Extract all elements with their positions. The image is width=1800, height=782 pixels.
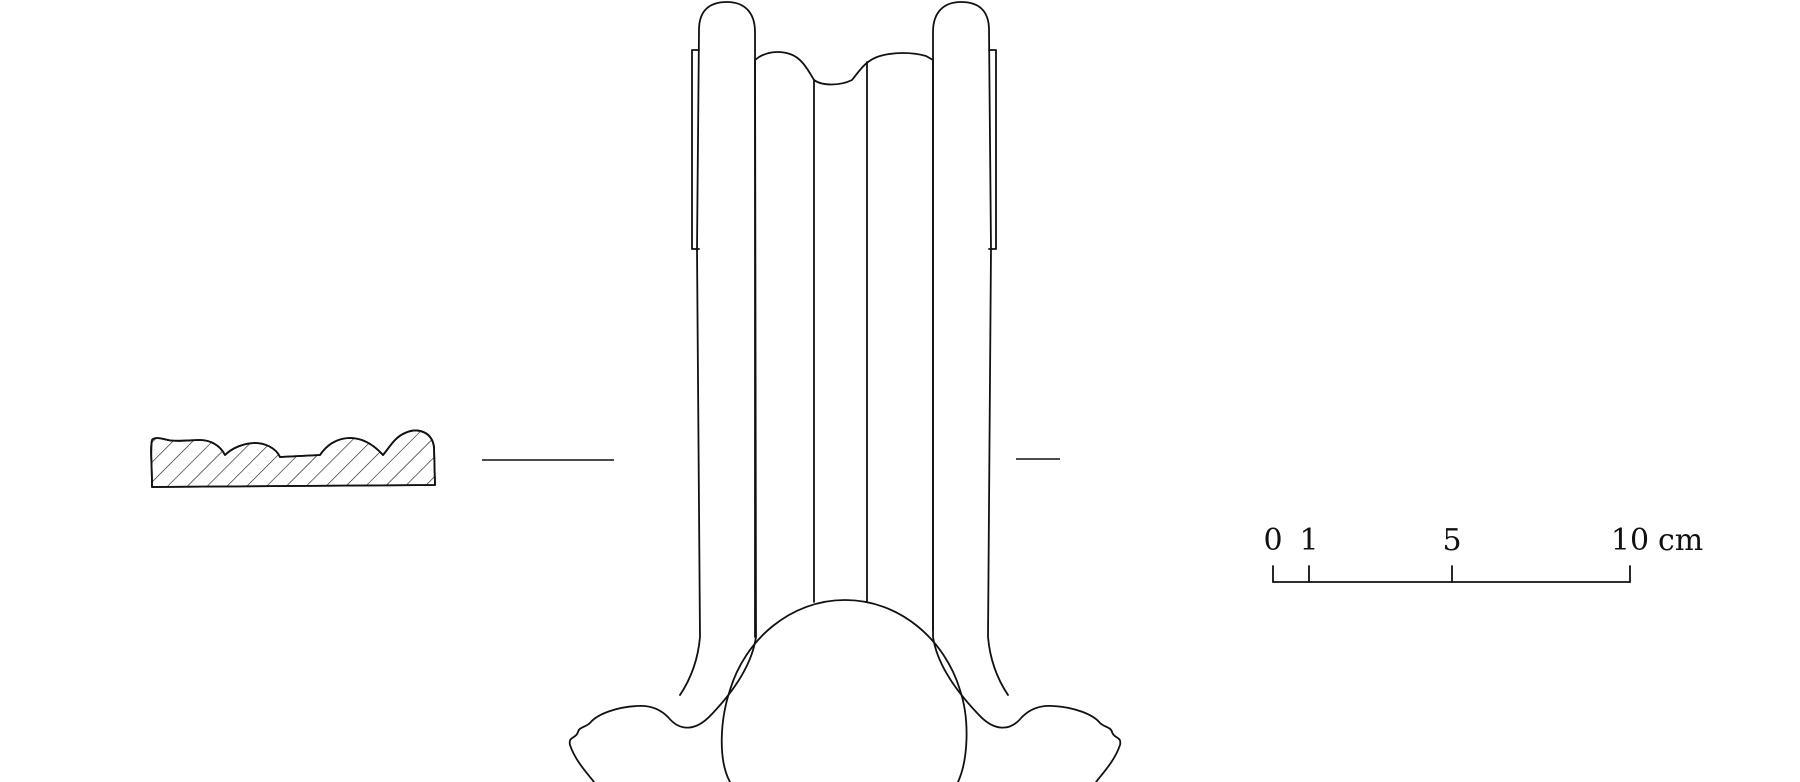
right-rail-inner-edge (987, 248, 1009, 696)
right-rail-outline (932, 1, 1122, 782)
scale-label-10: 10 (1611, 523, 1649, 558)
scale-label-1: 1 (1299, 523, 1318, 558)
left-flange (691, 49, 700, 250)
section-hatching (151, 430, 435, 487)
scale-label-5: 5 (1442, 523, 1461, 558)
base-arch (720, 599, 968, 782)
top-rim (754, 51, 934, 86)
left-rail-inner-edge (679, 248, 701, 696)
cross-section (150, 429, 436, 488)
right-flange (988, 49, 997, 250)
left-rail-outline (568, 1, 757, 782)
scale-bar: 0 1 5 10 cm (1263, 523, 1703, 583)
scale-label-0: 0 (1263, 523, 1282, 558)
object-front-view (568, 1, 1122, 782)
section-outline-stroke (150, 429, 436, 488)
scale-unit: cm (1658, 523, 1703, 558)
